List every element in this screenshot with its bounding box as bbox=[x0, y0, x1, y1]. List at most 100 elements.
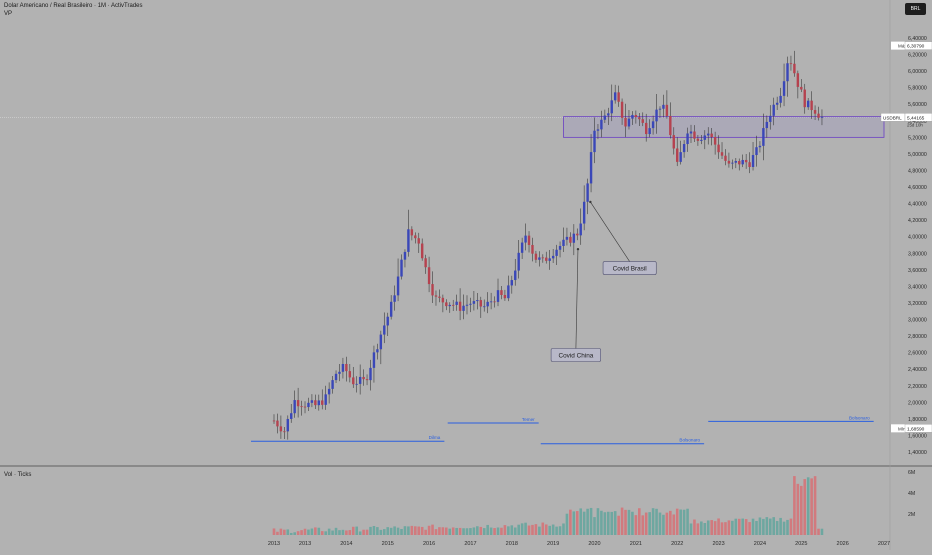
volume-bar bbox=[758, 517, 762, 535]
candle-body bbox=[610, 100, 613, 114]
candle-body bbox=[527, 235, 531, 245]
candle-body bbox=[334, 373, 338, 381]
volume-bar bbox=[376, 527, 379, 535]
volume-bar bbox=[365, 529, 369, 535]
volume-bar bbox=[689, 523, 693, 535]
currency-button[interactable]: BRL bbox=[905, 3, 926, 15]
volume-bar bbox=[534, 524, 538, 535]
volume-bar bbox=[389, 527, 393, 535]
min-price-tag-value-bg bbox=[904, 424, 932, 433]
candle-body bbox=[744, 159, 748, 163]
volume-bar bbox=[358, 531, 362, 535]
candle-body bbox=[755, 147, 758, 156]
y-tick-label: 5,00000 bbox=[908, 152, 927, 158]
volume-tick-label: 6M bbox=[908, 470, 915, 476]
candle-body bbox=[396, 276, 400, 296]
candle-body bbox=[817, 113, 820, 118]
candle-body bbox=[479, 300, 482, 307]
y-tick-label: 3,60000 bbox=[908, 268, 927, 274]
annotation-box bbox=[602, 261, 657, 275]
volume-bar bbox=[613, 511, 617, 535]
volume-bar bbox=[310, 528, 314, 535]
y-tick-label: 2,60000 bbox=[908, 351, 927, 357]
candle-body bbox=[676, 148, 679, 162]
volume-bar bbox=[562, 523, 565, 535]
volume-bar bbox=[731, 520, 734, 535]
volume-bar bbox=[431, 524, 434, 535]
candle-body bbox=[689, 131, 693, 134]
candle-body bbox=[400, 259, 403, 277]
candle-body bbox=[786, 63, 789, 82]
candle-body bbox=[703, 135, 706, 140]
candle-body bbox=[348, 371, 352, 378]
annotation-text: Covid China bbox=[558, 353, 593, 360]
volume-bar bbox=[620, 507, 624, 535]
max-price-tag-label: Máx bbox=[898, 44, 907, 49]
candle-body bbox=[303, 406, 307, 408]
candle-body bbox=[665, 104, 669, 116]
volume-bar bbox=[293, 532, 296, 535]
x-tick-label: 2021 bbox=[630, 541, 642, 547]
candle-body bbox=[548, 258, 551, 261]
volume-bar bbox=[669, 510, 672, 535]
candle-body bbox=[321, 400, 324, 405]
candle-body bbox=[693, 131, 696, 139]
volume-bar bbox=[448, 528, 452, 535]
volume-bar bbox=[393, 526, 396, 535]
y-tick-label: 1,80000 bbox=[908, 417, 927, 423]
x-tick-label: 2019 bbox=[547, 541, 559, 547]
volume-bar bbox=[589, 507, 593, 535]
candle-body bbox=[355, 383, 358, 385]
candle-body bbox=[717, 144, 720, 153]
period-range-label: Dilma bbox=[429, 435, 441, 440]
volume-bar bbox=[403, 526, 407, 535]
volume-bar bbox=[806, 477, 810, 535]
volume-bar bbox=[555, 526, 558, 535]
period-range-label: Bolsonaro bbox=[849, 415, 870, 420]
x-tick-label: 2022 bbox=[671, 541, 683, 547]
candle-body bbox=[472, 301, 476, 304]
candle-body bbox=[445, 302, 448, 307]
volume-bar bbox=[665, 512, 669, 535]
candle-body bbox=[620, 101, 624, 118]
annotation-pointer bbox=[590, 201, 630, 262]
candle-body bbox=[748, 162, 751, 168]
volume-bar bbox=[531, 524, 534, 535]
volume-bar bbox=[775, 520, 779, 535]
candle-body bbox=[434, 295, 438, 297]
x-tick-label: 2013 bbox=[299, 541, 311, 547]
candle-body bbox=[541, 257, 545, 259]
volume-bar bbox=[331, 530, 334, 535]
volume-bar bbox=[606, 511, 610, 535]
candle-body bbox=[300, 406, 303, 408]
candle-body bbox=[345, 363, 348, 372]
y-tick-label: 5,60000 bbox=[908, 102, 927, 108]
volume-bar bbox=[693, 519, 696, 535]
volume-bar bbox=[789, 518, 793, 535]
candle-body bbox=[679, 152, 682, 162]
volume-bar bbox=[338, 530, 341, 535]
volume-bar bbox=[386, 527, 390, 535]
y-tick-label: 2,80000 bbox=[908, 334, 927, 340]
candle-body bbox=[682, 144, 686, 153]
candle-body bbox=[624, 117, 627, 127]
volume-bar bbox=[369, 526, 372, 535]
volume-bar bbox=[507, 526, 510, 535]
candle-body bbox=[672, 135, 675, 149]
candle-body bbox=[762, 128, 765, 146]
volume-bar bbox=[793, 476, 796, 535]
annotation-box bbox=[550, 348, 601, 362]
last-price-value: 5,44165 bbox=[907, 115, 925, 121]
volume-bar bbox=[303, 528, 307, 535]
candle-body bbox=[534, 253, 538, 260]
candle-body bbox=[531, 244, 534, 254]
volume-bar bbox=[410, 525, 414, 535]
candle-body bbox=[613, 92, 617, 101]
volume-bar bbox=[479, 526, 483, 535]
volume-bar bbox=[493, 528, 496, 535]
candle-body bbox=[372, 352, 376, 368]
y-tick-label: 4,80000 bbox=[908, 168, 927, 174]
candle-body bbox=[658, 108, 662, 110]
